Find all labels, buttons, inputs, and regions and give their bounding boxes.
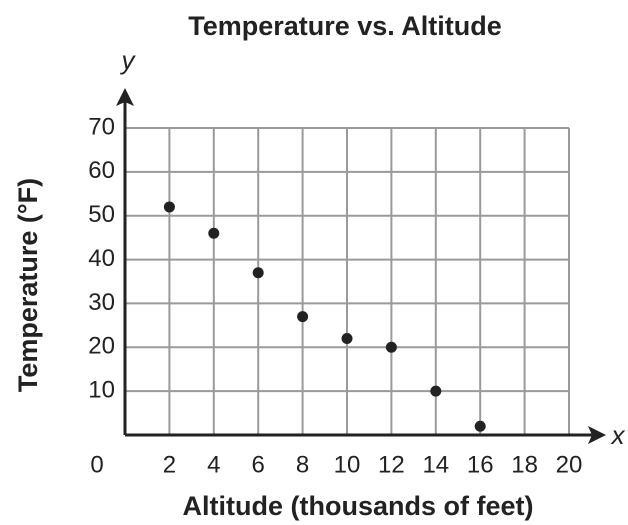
y-tick-label: 10	[88, 376, 115, 403]
y-axis-label: Temperature (°F)	[13, 178, 43, 392]
y-tick-label: 50	[88, 201, 115, 228]
x-tick-label: 16	[467, 451, 494, 478]
x-tick-label: 4	[207, 451, 220, 478]
y-tick-label: 20	[88, 333, 115, 360]
point	[430, 385, 442, 397]
point	[341, 333, 353, 345]
x-tick-label: 18	[511, 451, 538, 478]
y-tick-label: 70	[88, 113, 115, 140]
point	[474, 420, 486, 432]
x-axis-label: Altitude (thousands of feet)	[183, 491, 534, 521]
y-axis-arrow	[116, 88, 134, 106]
y-tick-label: 30	[88, 289, 115, 316]
point	[385, 341, 397, 353]
point	[163, 201, 175, 213]
x-tick-label: 12	[378, 451, 405, 478]
point	[208, 227, 220, 239]
chart-title: Temperature vs. Altitude	[188, 11, 502, 41]
x-tick-label: 6	[252, 451, 265, 478]
x-axis-symbol: x	[610, 420, 626, 450]
x-axis-arrow	[588, 426, 606, 444]
y-axis-symbol: y	[120, 45, 137, 75]
point	[297, 311, 309, 323]
y-tick-label: 60	[88, 157, 115, 184]
x-tick-label: 0	[90, 451, 103, 478]
x-tick-label: 20	[556, 451, 583, 478]
y-tick-label: 40	[88, 245, 115, 272]
x-tick-label: 10	[334, 451, 361, 478]
x-tick-label: 14	[422, 451, 449, 478]
x-tick-label: 8	[296, 451, 309, 478]
point	[252, 267, 264, 279]
x-tick-label: 2	[163, 451, 176, 478]
